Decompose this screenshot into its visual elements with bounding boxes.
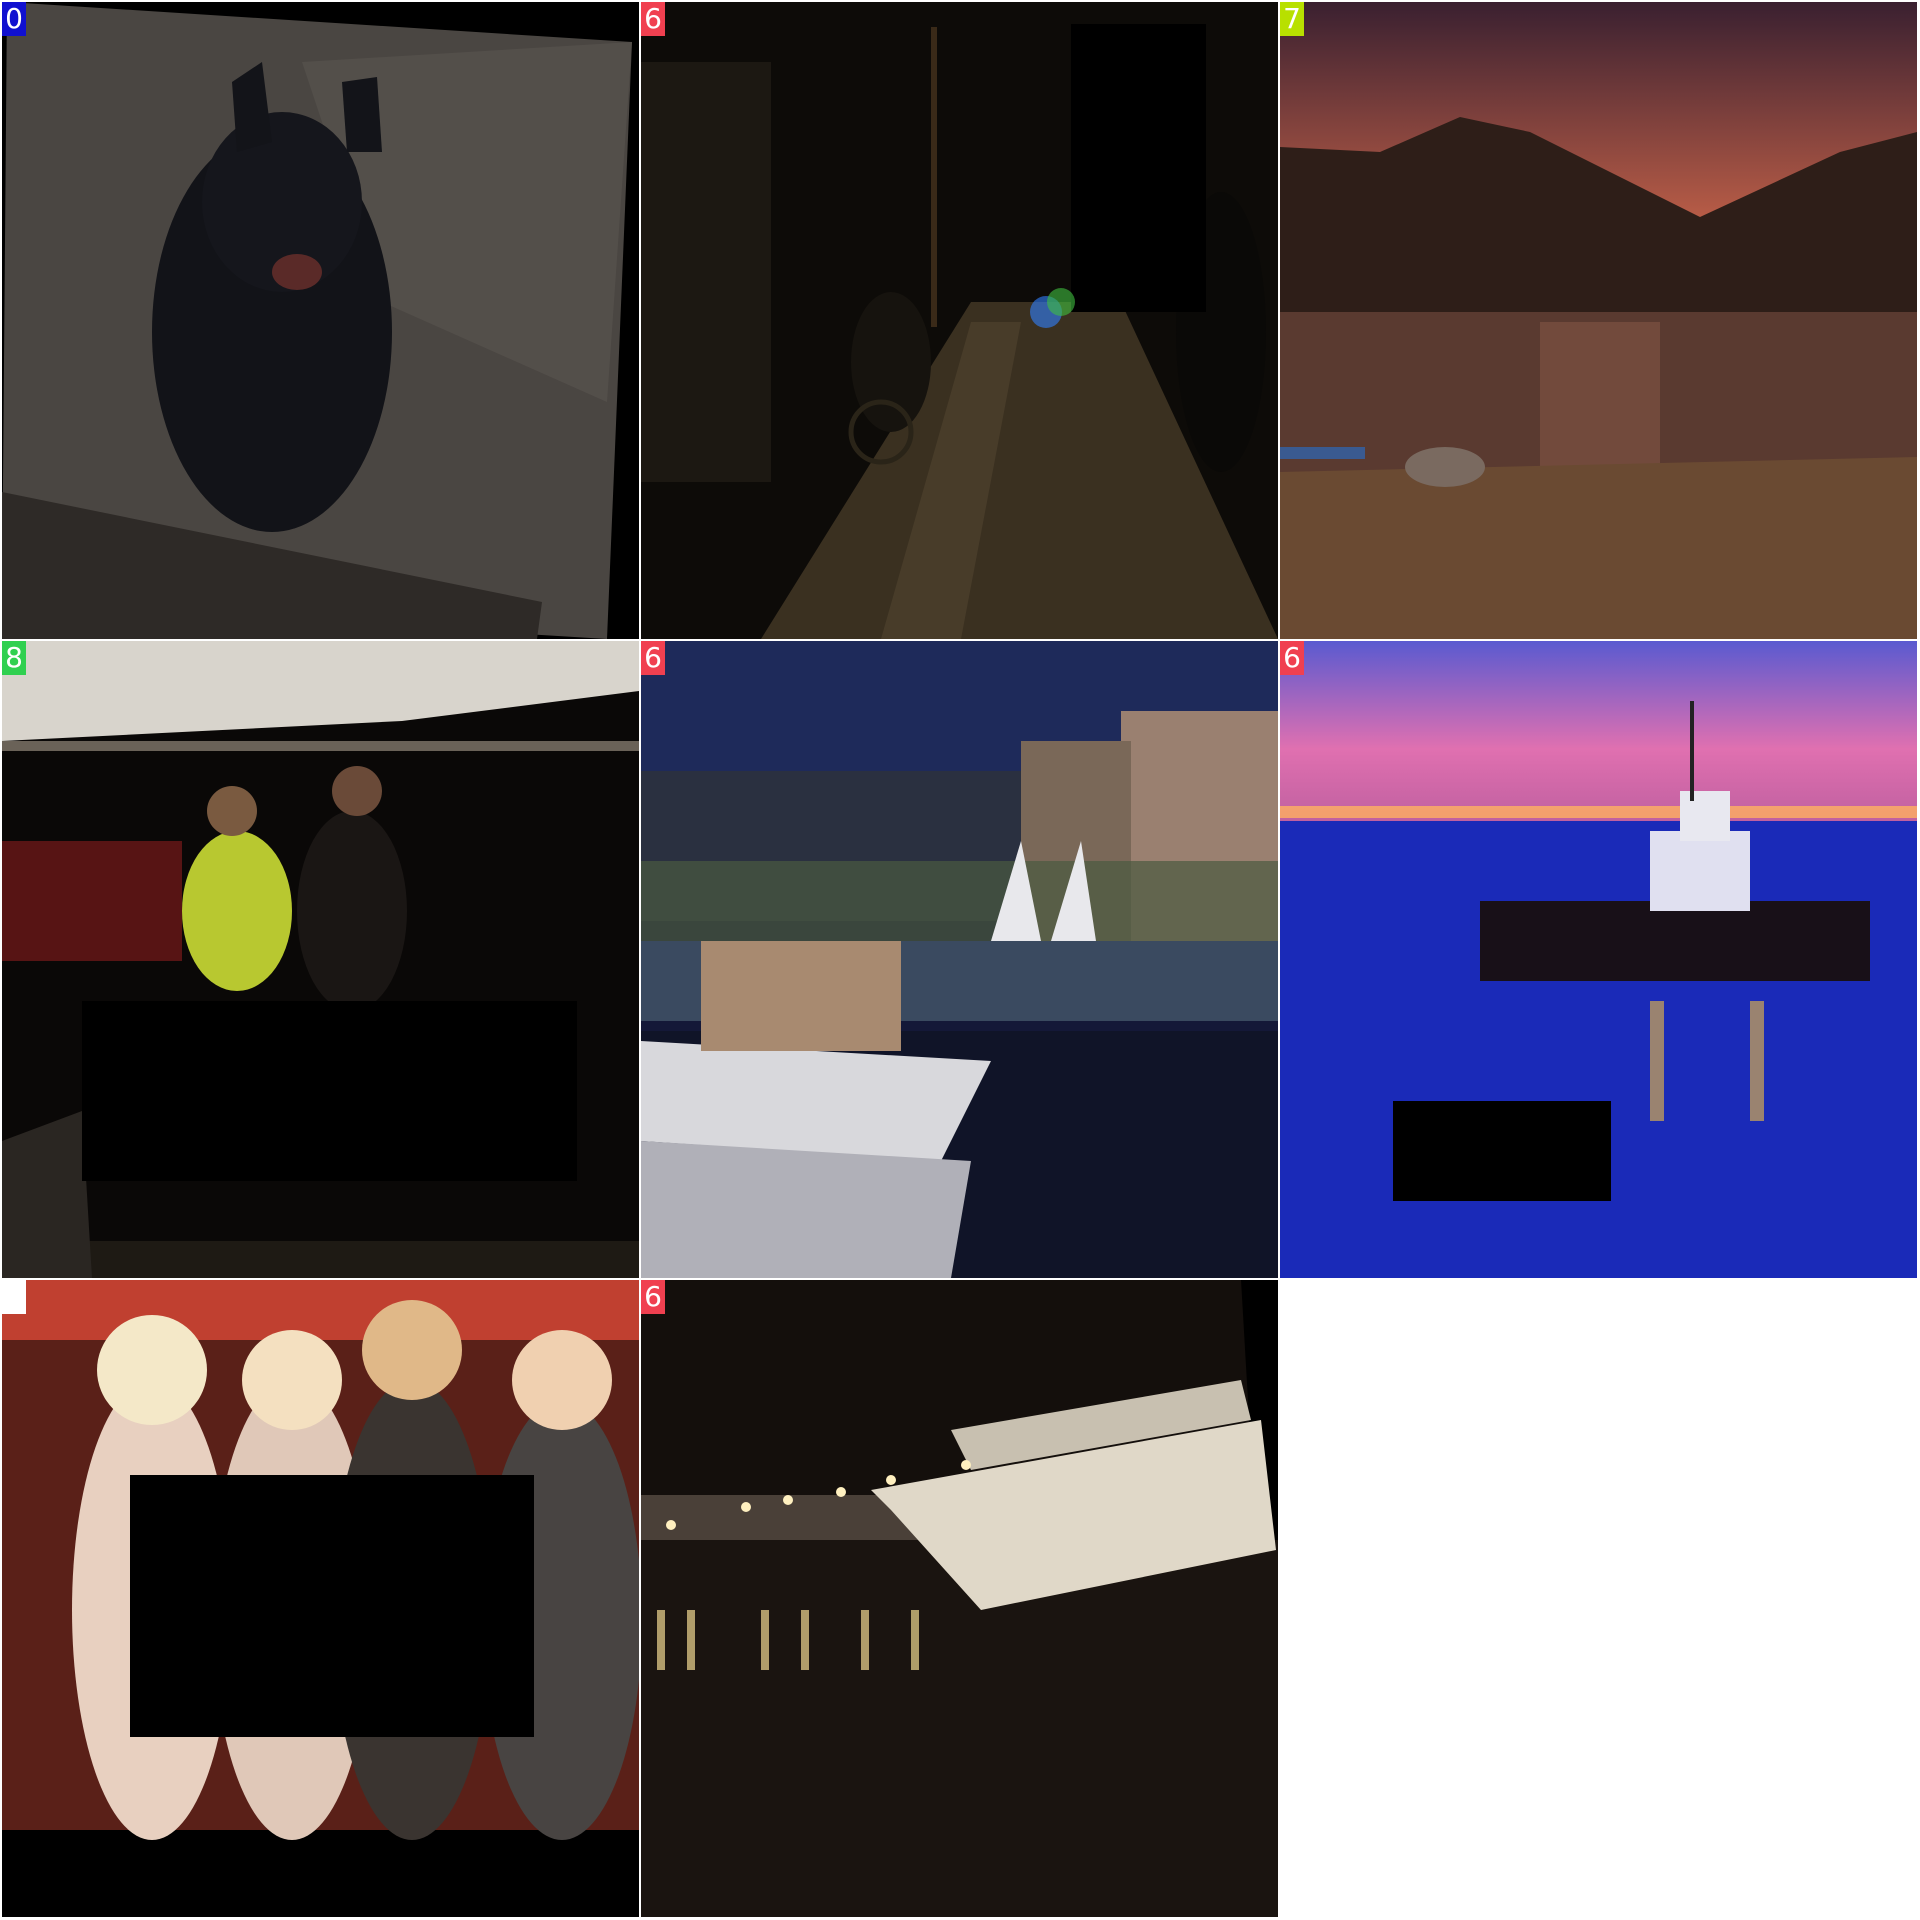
image-tile-dog[interactable]: 0 (2, 2, 639, 639)
image-tile-tugboat[interactable]: 6 (1280, 641, 1917, 1278)
image-tile-beach[interactable]: 7 (1280, 2, 1917, 639)
label-badge: 7 (1280, 2, 1304, 36)
label-badge: 8 (2, 641, 26, 675)
label-badge: 6 (641, 1280, 665, 1314)
image-tile-street[interactable]: 6 (641, 2, 1278, 639)
redaction-box (82, 1001, 577, 1181)
label-badge: 0 (2, 2, 26, 36)
label-badge: 6 (641, 641, 665, 675)
street-photo (641, 2, 1278, 639)
image-tile-harbor[interactable]: 6 (641, 641, 1278, 1278)
tent-photo (2, 641, 639, 1278)
redaction-box (1393, 1101, 1611, 1201)
image-tile-yacht[interactable]: 6 (641, 1280, 1278, 1917)
image-tile-women[interactable]: 2 (2, 1280, 639, 1917)
label-badge: 6 (1280, 641, 1304, 675)
harbor-photo (641, 641, 1278, 1278)
beach-photo (1280, 2, 1917, 639)
image-tile-tent[interactable]: 8 (2, 641, 639, 1278)
redaction-box (130, 1475, 534, 1737)
label-badge: 2 (2, 1280, 26, 1314)
yacht-photo (641, 1280, 1278, 1917)
dog-photo (2, 2, 639, 639)
label-badge: 6 (641, 2, 665, 36)
